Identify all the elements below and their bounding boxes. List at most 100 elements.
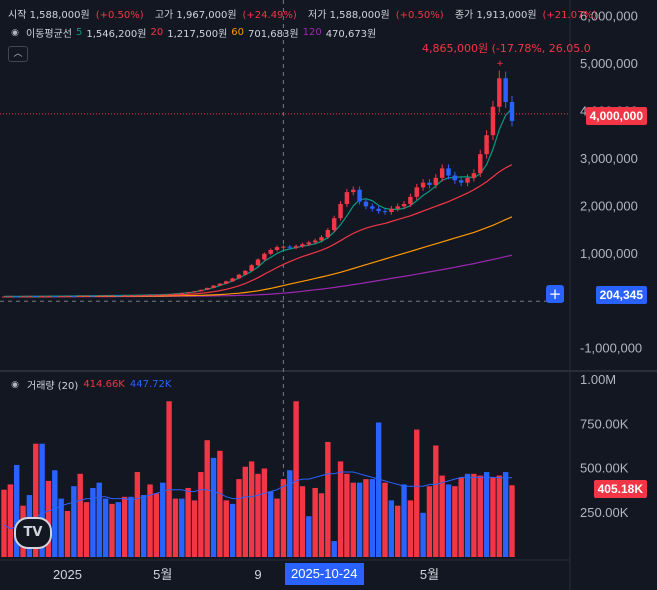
volume-bar [58,498,64,557]
volume-bar [39,443,45,557]
volume-bar [318,493,325,557]
y-tick-label: 5,000,000 [580,56,638,71]
volume-bar [147,484,153,557]
volume-bar [14,464,20,557]
candle-body [293,246,299,248]
candle-body [287,246,292,248]
candle-body [312,240,318,243]
volume-bar [204,440,210,557]
candle-body [274,247,280,250]
volume-bar [426,486,433,557]
visibility-icon[interactable]: ◉ [11,379,19,390]
volume-bar [141,495,147,557]
candle-body [27,296,32,298]
candle-body [382,211,388,213]
high-annotation: 4,865,000원 (-17.78%, 26.05.0 [422,42,591,55]
volume-y-tick-label: 750.00K [580,416,629,431]
volume-bar [439,475,445,557]
volume-bar [483,472,490,557]
high-value: 1,967,000원 [176,10,237,21]
candle-body [173,293,178,295]
volume-bar [363,479,369,557]
y-tick-label: 2,000,000 [580,198,638,213]
volume-bar [458,477,464,557]
candle-body [192,291,197,293]
volume-bar [121,496,128,557]
volume-bar [248,461,255,557]
volume-bar [90,487,96,557]
volume-bar [191,500,198,557]
volume-ma-line [3,471,513,530]
close-label: 종가 [454,10,474,21]
volume-label: 거래량 (20) [27,381,79,392]
volume-bar [268,491,274,557]
volume-bar [287,470,293,557]
candle-body [147,294,153,296]
candle-body [331,218,337,231]
high-marker: + [496,59,504,69]
volume-bar [166,401,172,557]
volume-y-tick-label: 1.00M [580,372,616,387]
volume-bar [477,475,483,557]
volume-bar [306,516,312,557]
candle-body [185,292,191,294]
volume-bar [109,503,115,557]
candle-body [236,274,242,279]
ma-label: 이동평균선 [26,29,72,40]
visibility-icon[interactable]: ◉ [11,27,19,38]
candle-body [433,177,439,185]
open-pct: (+0.50%) [95,10,144,21]
open-label: 시작 [8,10,27,21]
volume-bar [350,482,356,557]
volume-bar [102,498,109,557]
candle-body [262,253,267,260]
current-volume-label: 405.18K [593,480,647,498]
ma20-value: 1,217,500원 [167,29,228,40]
candle-body [58,296,64,297]
volume-bar [401,484,407,557]
add-alert-button[interactable]: + [546,285,564,303]
candle-body [77,295,83,297]
crosshair-price-label: 204,345 [595,286,647,304]
volume-legend[interactable]: ◉ 거래량 (20) 414.66K 447.72K [8,377,171,392]
close-value: 1,913,000원 [476,10,537,21]
ma120-period: 120 [302,27,322,38]
volume-value-1: 414.66K [83,379,125,390]
y-tick-label: 6,000,000 [580,9,638,24]
candle-body [465,177,470,183]
candle-body [217,283,223,286]
candle-body [179,292,185,294]
collapse-legend-button[interactable]: ︿ [8,46,28,62]
candle-body [116,295,121,297]
candle-body [363,201,369,207]
volume-bar [229,503,236,557]
volume-bar [490,477,496,557]
volume-bar [325,441,331,557]
candle-body [128,295,134,297]
candle-body [198,289,204,292]
crosshair-date-label: 2025-10-24 [285,563,364,585]
candle-body [39,296,45,298]
volume-bar [344,473,350,557]
candle-body [395,206,400,209]
volume-bar [388,500,395,557]
volume-bar [83,502,90,557]
candle-body [65,295,70,297]
candle-body [90,295,96,297]
candle-body [408,196,413,204]
volume-bar [242,466,248,557]
candle-body [141,295,146,297]
x-tick-label: 9 [254,567,261,582]
volume-bar [299,486,306,557]
ma-legend[interactable]: ◉ 이동평균선 5 1,546,200원 20 1,217,500원 60 70… [8,25,376,40]
volume-bar [414,429,420,557]
candle-body [268,249,273,254]
volume-bar [280,479,287,557]
candle-body [452,175,458,181]
candle-body [281,246,286,248]
ma5-period: 5 [76,27,83,38]
volume-bar [217,450,223,557]
ma60-line [4,216,513,298]
tradingview-logo[interactable]: TV [14,517,52,549]
volume-bar [210,457,217,557]
